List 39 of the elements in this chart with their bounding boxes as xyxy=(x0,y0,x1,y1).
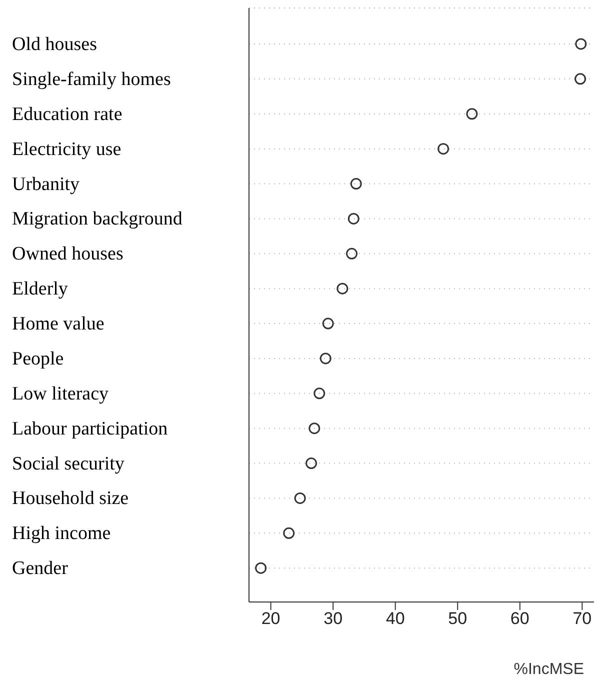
x-tick-label: 50 xyxy=(448,609,468,628)
point xyxy=(350,178,362,190)
y-tick-label: High income xyxy=(12,523,111,544)
y-tick-label: Migration background xyxy=(12,208,183,230)
x-axis-title: %IncMSE xyxy=(514,661,584,678)
y-tick-label: Owned houses xyxy=(12,244,124,265)
y-tick-label: Gender xyxy=(12,558,69,580)
point xyxy=(466,108,478,120)
point xyxy=(575,38,587,50)
y-tick-label: Low literacy xyxy=(12,383,110,404)
point xyxy=(308,422,320,434)
point xyxy=(574,73,586,85)
y-tick-label: Elderly xyxy=(12,278,68,300)
point xyxy=(348,212,360,224)
y-tick-label: Education rate xyxy=(12,104,122,125)
y-tick-label: Urbanity xyxy=(12,174,80,195)
point xyxy=(306,458,318,470)
point xyxy=(314,388,326,400)
point xyxy=(283,527,295,539)
point xyxy=(438,143,450,155)
x-tick-label: 70 xyxy=(572,609,592,628)
point xyxy=(294,492,306,504)
x-tick-label: 40 xyxy=(386,609,405,628)
point xyxy=(255,562,267,574)
y-tick-label: Home value xyxy=(12,314,104,335)
x-tick-label: 30 xyxy=(324,609,343,628)
y-tick-label: Labour participation xyxy=(12,418,168,440)
y-tick-label: Social security xyxy=(12,453,125,474)
point xyxy=(320,352,332,364)
y-tick-label: Household size xyxy=(12,488,129,510)
x-tick-label: 20 xyxy=(261,609,280,628)
point xyxy=(346,248,358,260)
y-tick-label: Single-family homes xyxy=(12,68,171,90)
y-tick-label: Electricity use xyxy=(12,138,122,160)
y-tick-label: Old houses xyxy=(12,34,97,55)
point xyxy=(322,318,334,330)
point xyxy=(336,282,348,294)
x-tick-label: 60 xyxy=(510,609,530,628)
y-tick-label: People xyxy=(12,348,64,370)
